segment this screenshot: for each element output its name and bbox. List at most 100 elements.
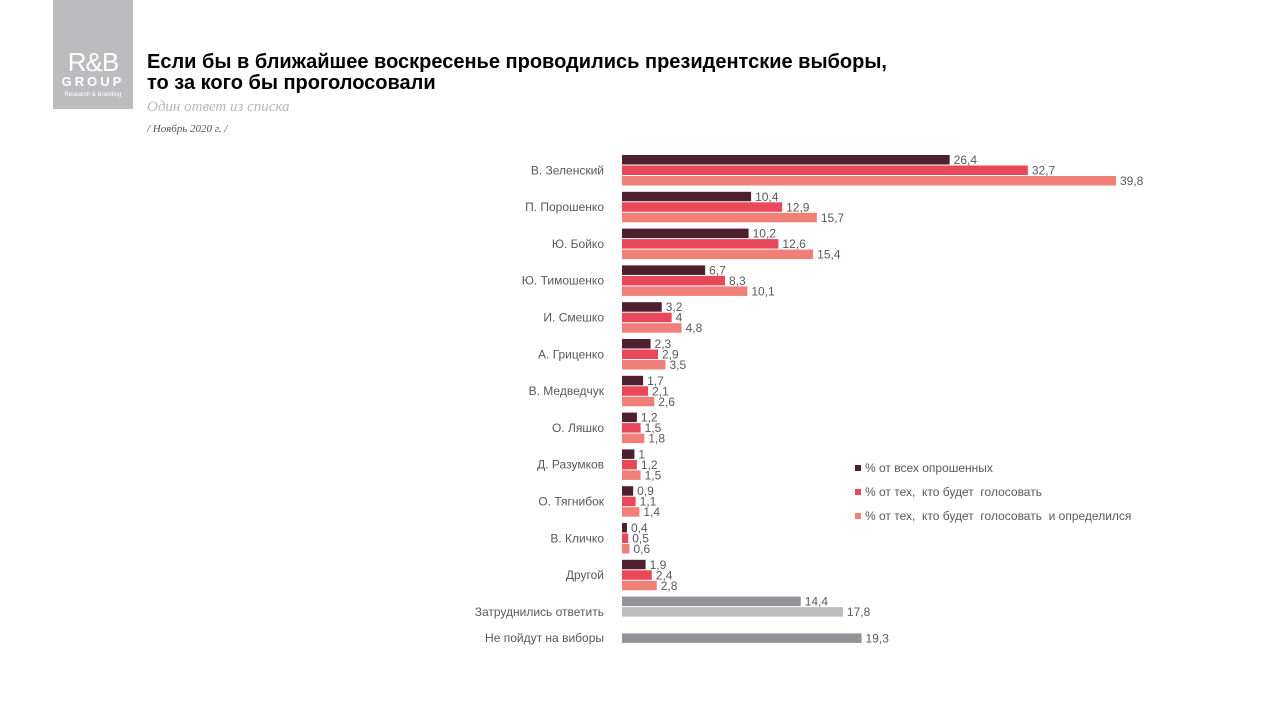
bar xyxy=(622,596,801,607)
bar xyxy=(622,286,748,296)
bar xyxy=(622,176,1116,186)
legend-label: % от тех, кто будет голосовать xyxy=(865,485,1042,499)
bar xyxy=(622,249,814,260)
bar xyxy=(622,523,627,533)
data-label: 3,5 xyxy=(669,358,686,372)
category-label: И. Смешко xyxy=(543,310,604,324)
data-label: 10,4 xyxy=(755,190,779,204)
bar xyxy=(622,165,1028,175)
data-label: 12,6 xyxy=(782,237,806,251)
title-line-2: то за кого бы проголосовали xyxy=(147,72,436,94)
data-label: 14,4 xyxy=(805,595,829,609)
bar xyxy=(622,570,652,580)
data-label: 1,1 xyxy=(640,495,657,509)
bar xyxy=(622,239,779,249)
bar xyxy=(622,433,645,444)
data-label: 1,5 xyxy=(645,421,662,435)
legend-label: % от всех опрошенных xyxy=(865,461,993,475)
bar xyxy=(622,486,634,496)
bar xyxy=(622,360,666,370)
data-label: 10,2 xyxy=(753,227,777,241)
logo-group: GROUP xyxy=(61,74,125,89)
data-label: 2,8 xyxy=(661,579,678,593)
bar xyxy=(622,191,752,202)
data-label: 0,4 xyxy=(631,521,648,535)
bar xyxy=(622,228,749,239)
bar xyxy=(622,544,630,554)
bar xyxy=(622,275,726,286)
bar xyxy=(622,459,637,470)
bar xyxy=(622,396,655,407)
data-label: 3,2 xyxy=(666,300,683,314)
bar xyxy=(622,202,783,212)
data-label: 2,4 xyxy=(656,568,673,582)
data-label: 2,1 xyxy=(652,384,669,398)
data-label: 1 xyxy=(638,447,645,461)
bar xyxy=(622,339,651,349)
category-label: П. Порошенко xyxy=(525,200,604,214)
bar xyxy=(622,423,641,433)
bar xyxy=(622,559,646,570)
category-label: Другой xyxy=(566,568,604,582)
bar xyxy=(622,375,644,386)
bar xyxy=(622,580,657,591)
bar xyxy=(622,533,629,543)
logo-tagline: Research & Branding xyxy=(64,92,122,98)
category-label: О. Ляшко xyxy=(552,421,604,435)
data-label: 32,7 xyxy=(1032,164,1056,178)
legend-label: % от тех, кто будет голосовать и определ… xyxy=(865,509,1131,523)
data-label: 1,2 xyxy=(641,458,658,472)
category-label: А. Гриценко xyxy=(538,347,604,361)
bar xyxy=(622,633,862,643)
bar xyxy=(622,412,637,423)
bar xyxy=(622,265,706,275)
bar xyxy=(622,449,635,459)
data-label: 4 xyxy=(676,311,683,325)
data-label: 6,7 xyxy=(709,263,726,277)
logo: R&B GROUP Research & Branding xyxy=(53,0,133,109)
data-label: 1,9 xyxy=(650,558,667,572)
bar xyxy=(622,323,682,333)
bar xyxy=(622,155,950,165)
bar xyxy=(622,470,641,480)
data-label: 17,8 xyxy=(847,605,871,619)
bar xyxy=(622,386,649,396)
data-label: 1,7 xyxy=(647,374,664,388)
category-label: В. Медведчук xyxy=(529,384,605,398)
data-label: 8,3 xyxy=(729,274,746,288)
data-label: 15,7 xyxy=(821,211,845,225)
legend-swatch xyxy=(855,465,861,471)
bar xyxy=(622,312,672,323)
data-label: 15,4 xyxy=(817,248,841,262)
date-label: / Ноябрь 2020 г. / xyxy=(147,123,228,135)
category-label: Затруднились ответить xyxy=(475,605,604,619)
category-label: Д. Разумков xyxy=(537,458,604,472)
data-label: 39,8 xyxy=(1120,174,1144,188)
data-label: 19,3 xyxy=(866,631,890,645)
bar xyxy=(622,496,636,507)
legend-swatch xyxy=(855,489,861,495)
data-label: 0,9 xyxy=(637,484,654,498)
bar xyxy=(622,349,658,359)
data-label: 0,6 xyxy=(633,542,650,556)
data-label: 10,1 xyxy=(751,284,775,298)
bar xyxy=(622,607,843,617)
data-label: 26,4 xyxy=(954,153,978,167)
category-label: В. Зеленский xyxy=(531,163,604,177)
category-label: Ю. Бойко xyxy=(552,237,604,251)
data-label: 1,4 xyxy=(643,505,660,519)
category-label: В. Кличко xyxy=(550,531,604,545)
legend-swatch xyxy=(855,513,861,519)
data-label: 2,3 xyxy=(655,337,672,351)
title-line-1: Если бы в ближайшее воскресенье проводил… xyxy=(147,51,887,73)
subtitle: Один ответ из списка xyxy=(147,99,290,115)
data-label: 1,5 xyxy=(645,468,662,482)
data-label: 0,5 xyxy=(632,532,649,546)
category-label: Не пойдут на виборы xyxy=(485,631,604,645)
data-label: 1,8 xyxy=(648,432,665,446)
bar xyxy=(622,507,640,517)
category-label: О. Тягнибок xyxy=(538,494,604,508)
data-label: 4,8 xyxy=(686,321,703,335)
page-title: Если бы в ближайшее воскресенье проводил… xyxy=(147,52,887,94)
